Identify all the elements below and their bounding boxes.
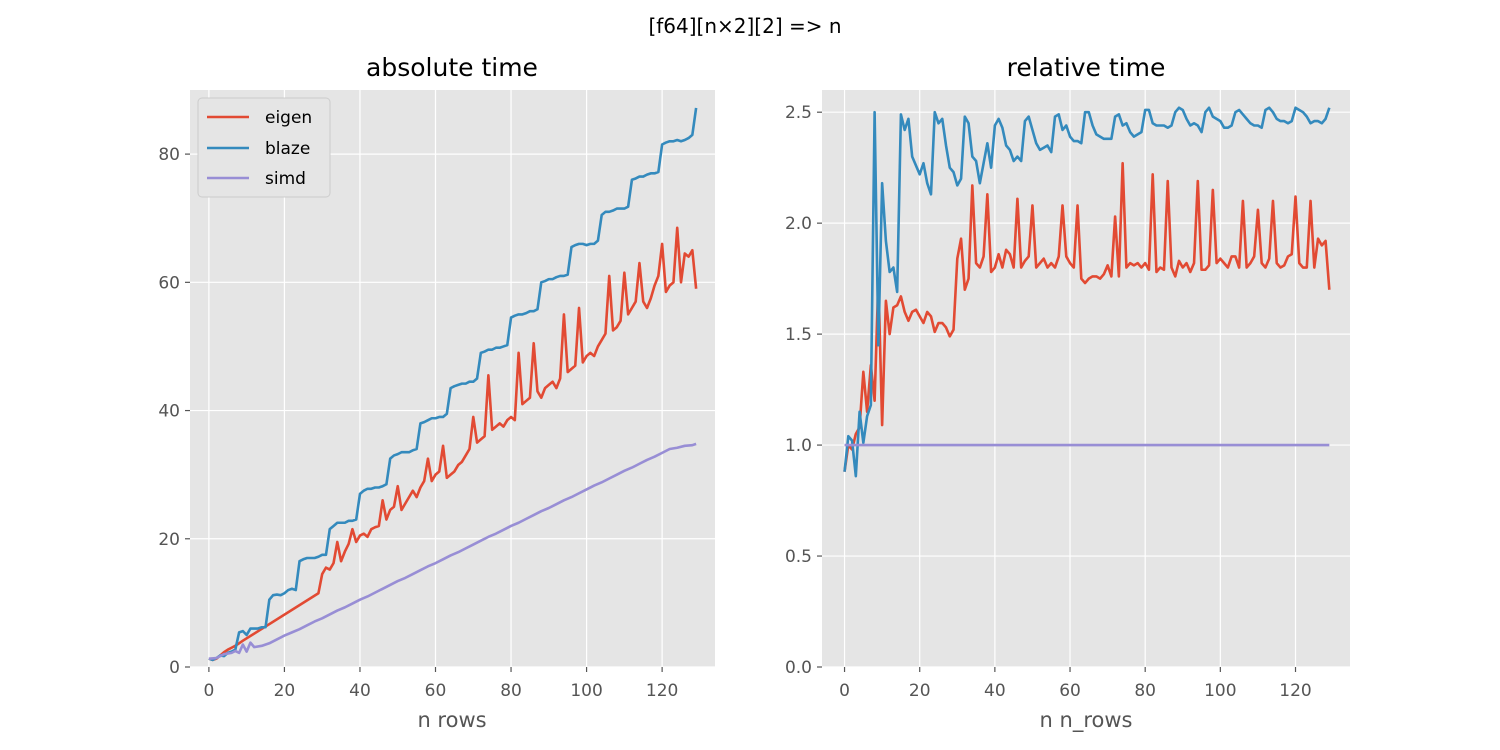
relative-time-panel: 0 20 40 60 80 100 120 0.0 0.5 1.0 1.5 2.0 2.5 relat… — [785, 53, 1350, 733]
relative-time-y-ticks: 0.0 0.5 1.0 1.5 2.0 2.5 — [785, 103, 822, 678]
absolute-time-series — [208, 107, 698, 662]
absolute-time-y-tick-label: 60 — [158, 273, 180, 293]
relative-time-x-tick-label: 40 — [984, 681, 1006, 701]
legend-simd-label: simd — [265, 169, 306, 189]
relative-time-y-tick-label: 2.0 — [785, 214, 812, 234]
legend-eigen-label: eigen — [265, 108, 312, 128]
relative-time-x-tick-label: 100 — [1204, 681, 1236, 701]
absolute-time-y-tick-label: 20 — [158, 530, 180, 550]
absolute-time-x-tick-label: 60 — [425, 681, 447, 701]
relative-time-y-tick-label: 1.0 — [785, 436, 812, 456]
relative-time-x-axis-label: n n_rows — [1040, 708, 1133, 733]
absolute-time-x-ticks: 0 20 40 60 80 100 120 — [203, 667, 678, 701]
relative-time-eigen-line — [843, 161, 1331, 472]
relative-time-x-ticks: 0 20 40 60 80 100 120 — [839, 667, 1312, 701]
absolute-time-x-tick-label: 0 — [203, 681, 214, 701]
relative-time-series — [843, 106, 1331, 478]
legend-box — [197, 97, 331, 198]
relative-time-x-tick-label: 80 — [1134, 681, 1156, 701]
absolute-time-y-tick-label: 40 — [158, 402, 180, 422]
absolute-time-y-tick-label: 0 — [169, 658, 180, 678]
relative-time-title: relative time — [1007, 53, 1166, 82]
absolute-time-x-tick-label: 100 — [570, 681, 602, 701]
absolute-time-x-axis-label: n rows — [417, 708, 486, 732]
absolute-time-x-tick-label: 40 — [349, 681, 371, 701]
absolute-time-blaze-line — [208, 107, 698, 662]
relative-time-x-tick-label: 20 — [909, 681, 931, 701]
absolute-time-simd-line — [208, 442, 697, 660]
relative-time-plot-area — [822, 90, 1350, 667]
relative-time-y-tick-label: 2.5 — [785, 103, 812, 123]
absolute-time-y-ticks: 0 20 40 60 80 — [158, 145, 190, 678]
relative-time-y-tick-label: 0.5 — [785, 547, 812, 567]
absolute-time-y-tick-label: 80 — [158, 145, 180, 165]
relative-time-x-tick-label: 60 — [1059, 681, 1081, 701]
figure-suptitle: [f64][n×2][2] => n — [648, 14, 841, 38]
absolute-time-x-tick-label: 120 — [646, 681, 678, 701]
absolute-time-x-tick-label: 20 — [274, 681, 296, 701]
relative-time-x-tick-label: 0 — [839, 681, 850, 701]
legend-blaze-label: blaze — [265, 139, 310, 159]
relative-time-x-tick-label: 120 — [1279, 681, 1311, 701]
relative-time-y-tick-label: 1.5 — [785, 325, 812, 345]
relative-time-y-tick-label: 0.0 — [785, 658, 812, 678]
absolute-time-x-tick-label: 80 — [500, 681, 522, 701]
absolute-time-eigen-line — [208, 226, 698, 662]
legend: eigen blaze simd — [197, 97, 331, 198]
relative-time-blaze-line — [843, 106, 1331, 478]
absolute-time-grid — [190, 90, 715, 668]
absolute-time-title: absolute time — [366, 53, 538, 82]
